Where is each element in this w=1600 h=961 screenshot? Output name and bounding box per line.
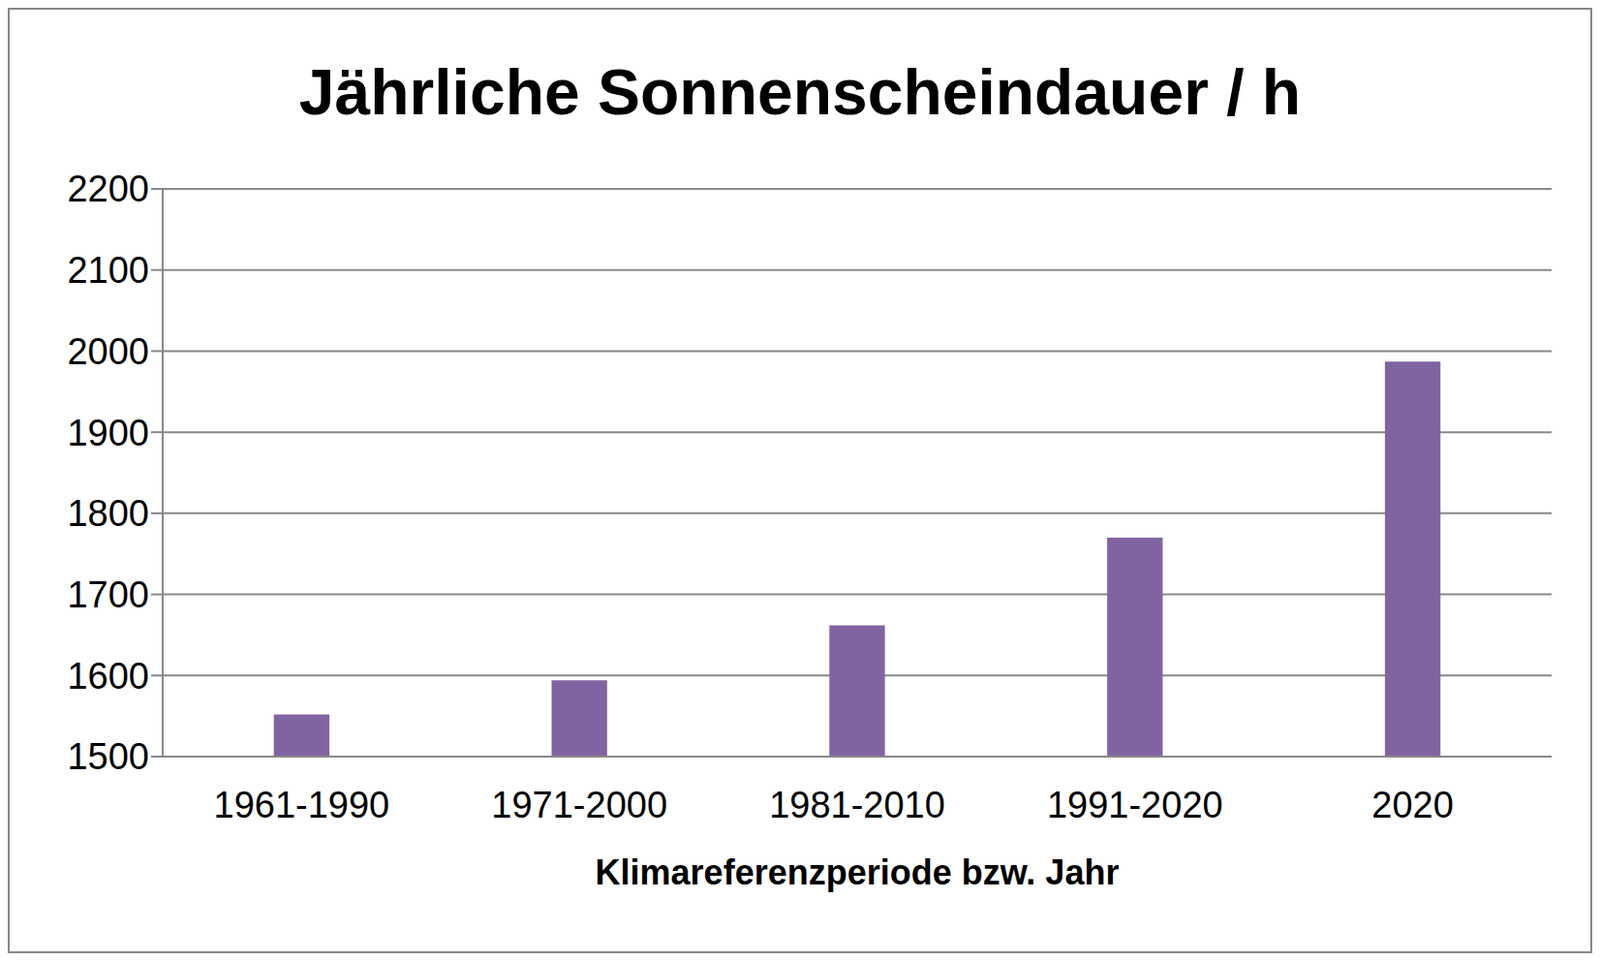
svg-text:Klimareferenzperiode bzw. Jahr: Klimareferenzperiode bzw. Jahr [595,852,1120,893]
svg-text:1700: 1700 [66,574,150,616]
svg-text:1981-2010: 1981-2010 [769,784,946,826]
svg-text:2200: 2200 [66,168,150,210]
html-text:Jährliche Sonnenscheindauer /: Jährliche Sonnenscheindauer / h [299,56,1301,128]
svg-text:1961-1990: 1961-1990 [214,784,391,826]
svg-text:1500: 1500 [66,736,150,777]
svg-text:1900: 1900 [66,412,150,454]
svg-text:2100: 2100 [66,249,150,291]
svg-text:2000: 2000 [66,331,150,372]
svg-text:1600: 1600 [66,655,150,697]
svg-text:2020: 2020 [1371,784,1454,826]
svg-text:1991-2020: 1991-2020 [1046,784,1224,826]
svg-text:1800: 1800 [66,492,150,534]
svg-text:1971-2000: 1971-2000 [491,784,668,826]
